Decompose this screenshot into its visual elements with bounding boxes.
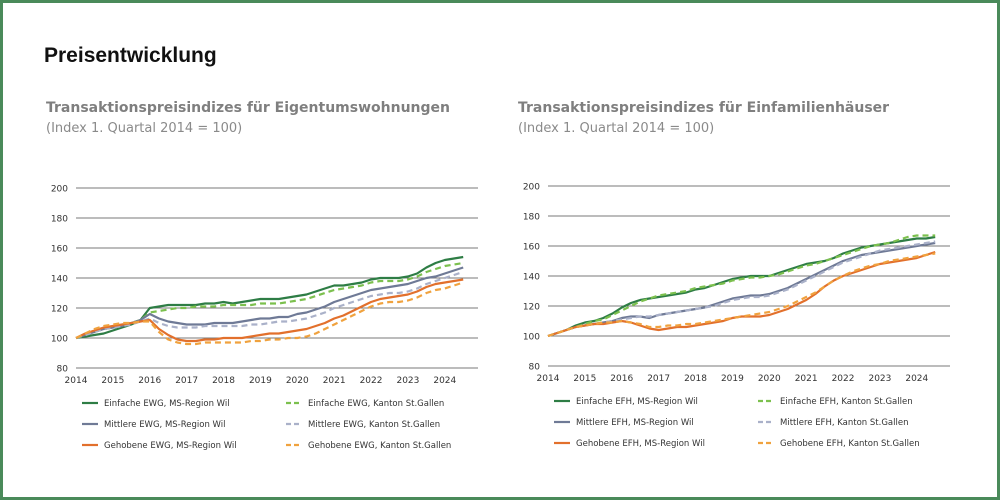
x-tick-label: 2014	[65, 376, 88, 386]
y-tick-label: 180	[523, 213, 540, 223]
y-tick-label: 200	[523, 183, 540, 193]
y-tick-label: 120	[523, 303, 540, 313]
x-tick-label: 2021	[323, 376, 346, 386]
x-tick-label: 2019	[721, 374, 744, 384]
series-line	[75, 270, 464, 340]
x-tick-label: 2022	[360, 376, 383, 386]
y-tick-label: 120	[51, 305, 68, 315]
x-tick-label: 2020	[758, 374, 781, 384]
legend-label: Einfache EWG, MS-Region Wil	[104, 399, 230, 409]
series-line	[75, 261, 464, 340]
y-tick-label: 160	[523, 243, 540, 253]
chart-title-ewg: Transaktionspreisindizes für Eigentumswo…	[46, 100, 450, 116]
x-tick-label: 2016	[610, 374, 633, 384]
page-title: Preisentwicklung	[44, 44, 217, 67]
legend-label: Mittlere EFH, MS-Region Wil	[576, 418, 694, 428]
chart-title-efh: Transaktionspreisindizes für Einfamilien…	[518, 100, 890, 116]
chart-ewg: 80 100 120 140 160 180 200 2014 2015 2016 2017 2018…	[51, 185, 478, 451]
y-tick-label: 100	[523, 333, 540, 343]
x-tick-label: 2023	[868, 374, 891, 384]
y-tick-label: 80	[57, 365, 69, 375]
series-line	[547, 235, 936, 338]
x-tick-label: 2018	[684, 374, 707, 384]
x-tick-label: 2023	[396, 376, 419, 386]
legend-label: Einfache EFH, MS-Region Wil	[576, 397, 698, 407]
x-tick-label: 2021	[795, 374, 818, 384]
x-tick-label: 2014	[537, 374, 560, 384]
series-line	[547, 240, 936, 338]
legend-label: Mittlere EWG, Kanton St.Gallen	[308, 420, 440, 430]
y-tick-label: 140	[51, 275, 68, 285]
series-line	[75, 281, 464, 346]
series-line	[547, 250, 936, 338]
y-tick-label: 200	[51, 185, 68, 195]
x-tick-label: 2016	[138, 376, 161, 386]
legend-label: Einfache EFH, Kanton St.Gallen	[780, 397, 913, 407]
series-line	[75, 255, 464, 340]
y-tick-label: 160	[51, 245, 68, 255]
x-tick-label: 2024	[905, 374, 928, 384]
x-tick-label: 2019	[249, 376, 272, 386]
x-tick-label: 2015	[101, 376, 124, 386]
series-line	[547, 241, 936, 338]
y-tick-label: 100	[51, 335, 68, 345]
y-tick-label: 140	[523, 273, 540, 283]
series-line	[75, 266, 464, 340]
x-tick-label: 2022	[832, 374, 855, 384]
x-tick-label: 2024	[433, 376, 456, 386]
legend-label: Gehobene EWG, Kanton St.Gallen	[308, 441, 451, 451]
x-tick-label: 2015	[573, 374, 596, 384]
chart-efh: 80 100 120 140 160 180 200 2014 2015 2016 2017 2018…	[523, 183, 950, 449]
chart-subtitle-ewg: (Index 1. Quartal 2014 = 100)	[46, 121, 243, 136]
legend-label: Gehobene EFH, Kanton St.Gallen	[780, 439, 920, 449]
y-tick-label: 80	[529, 363, 541, 373]
legend-label: Gehobene EWG, MS-Region Wil	[104, 441, 237, 451]
series-line	[75, 278, 464, 343]
x-tick-label: 2020	[286, 376, 309, 386]
legend-label: Einfache EWG, Kanton St.Gallen	[308, 399, 444, 409]
series-line	[547, 234, 936, 338]
x-tick-label: 2017	[175, 376, 198, 386]
legend-label: Mittlere EFH, Kanton St.Gallen	[780, 418, 908, 428]
x-tick-label: 2018	[212, 376, 235, 386]
legend-label: Gehobene EFH, MS-Region Wil	[576, 439, 705, 449]
chart-subtitle-efh: (Index 1. Quartal 2014 = 100)	[518, 121, 715, 136]
x-tick-label: 2017	[647, 374, 670, 384]
y-tick-label: 180	[51, 215, 68, 225]
legend-label: Mittlere EWG, MS-Region Wil	[104, 420, 226, 430]
